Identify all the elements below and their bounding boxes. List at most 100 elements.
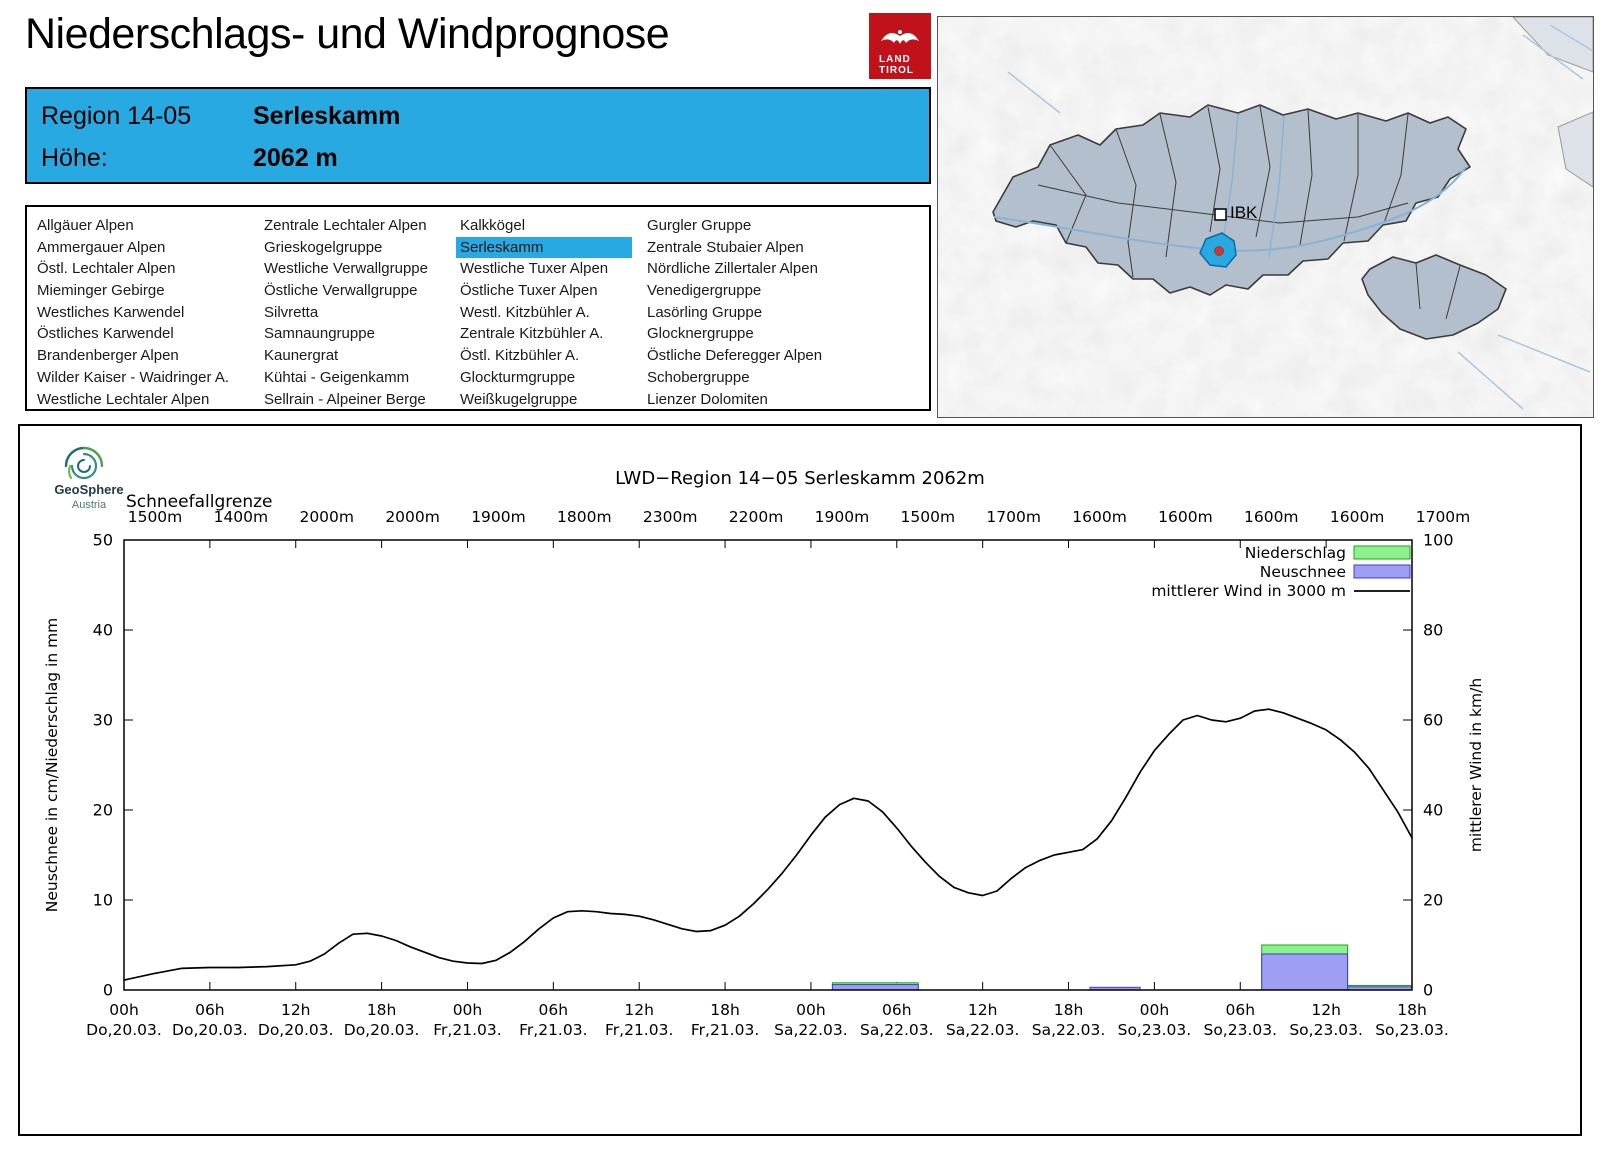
- x-tick-time: 00h: [453, 1001, 483, 1019]
- region-list-item[interactable]: Wilder Kaiser - Waidringer A.: [37, 368, 229, 386]
- y-tick-label-right: 0: [1423, 981, 1433, 1000]
- region-header-box: Region 14-05 Serleskamm Höhe: 2062 m: [25, 87, 931, 184]
- snow-bar: [1261, 953, 1349, 991]
- region-list-item[interactable]: Zentrale Lechtaler Alpen: [264, 217, 427, 234]
- snowline-label: Schneefallgrenze: [126, 492, 273, 512]
- region-list-item[interactable]: Weißkugelgruppe: [460, 390, 578, 408]
- region-list-item[interactable]: Allgäuer Alpen: [37, 217, 134, 234]
- district-borders: [1037, 105, 1461, 320]
- snowline-value: 2000m: [299, 508, 354, 526]
- region-list-column-3: Kalkkögel Serleskamm Westliche Tuxer Alpen…: [456, 215, 632, 410]
- snowline-value: 1400m: [214, 508, 269, 526]
- y-tick-label-right: 100: [1423, 531, 1454, 550]
- y-tick-label-left: 0: [103, 981, 113, 1000]
- logo-text-line2: TIROL: [879, 65, 914, 76]
- region-list-item[interactable]: Östl. Kitzbühler A.: [460, 347, 580, 365]
- x-tick-time: 06h: [882, 1001, 912, 1019]
- region-list-item[interactable]: Kalkkögel: [460, 217, 526, 234]
- region-list-item[interactable]: Lasörling Gruppe: [647, 303, 763, 321]
- x-tick-date: So,23.03.: [1375, 1021, 1449, 1039]
- x-tick-date: So,23.03.: [1118, 1021, 1192, 1039]
- x-tick-date: So,23.03.: [1289, 1021, 1363, 1039]
- x-tick-time: 06h: [195, 1001, 225, 1019]
- snowline-value: 1700m: [1416, 508, 1471, 526]
- region-list-item[interactable]: Lienzer Dolomiten: [647, 390, 768, 408]
- region-list-column-4: Gurgler Gruppe Zentrale Stubaier Alpen Nör…: [643, 215, 826, 410]
- x-tick-time: 18h: [1054, 1001, 1084, 1019]
- y-tick-label-right: 40: [1423, 801, 1443, 820]
- x-tick-date: Sa,22.03.: [774, 1021, 848, 1039]
- region-list-item[interactable]: Westliche Lechtaler Alpen: [37, 390, 210, 408]
- region-marker-dot: [1214, 246, 1224, 256]
- legend-swatch: [1353, 545, 1411, 560]
- region-list-item[interactable]: Kaunergrat: [264, 347, 339, 365]
- region-list-item[interactable]: Nördliche Zillertaler Alpen: [647, 260, 818, 278]
- snowline-value: 1700m: [986, 508, 1041, 526]
- eagle-icon: [881, 32, 919, 44]
- region-list-item[interactable]: Glockturmgruppe: [460, 368, 576, 386]
- tirol-overview-map: IBK: [937, 16, 1594, 418]
- region-list-item[interactable]: Östliche Verwallgruppe: [264, 282, 418, 300]
- altitude-value: 2062 m: [253, 143, 338, 172]
- region-list-item[interactable]: Schobergruppe: [647, 368, 750, 386]
- region-list-item[interactable]: Zentrale Stubaier Alpen: [647, 238, 804, 256]
- x-tick-time: 00h: [1140, 1001, 1170, 1019]
- snowline-value: 2300m: [643, 508, 698, 526]
- region-list-item[interactable]: Gurgler Gruppe: [647, 217, 752, 234]
- region-list-item[interactable]: Ammergauer Alpen: [37, 238, 166, 256]
- region-list-item[interactable]: Westliches Karwendel: [37, 303, 185, 321]
- region-list-item[interactable]: Östliche Tuxer Alpen: [460, 282, 598, 300]
- region-list-item[interactable]: Östl. Lechtaler Alpen: [37, 260, 176, 278]
- region-list-item[interactable]: Östliches Karwendel: [37, 325, 174, 343]
- x-tick-date: So,23.03.: [1203, 1021, 1277, 1039]
- region-list-item[interactable]: Östliche Deferegger Alpen: [647, 347, 823, 365]
- region-list-item[interactable]: Grieskogelgruppe: [264, 238, 383, 256]
- legend-label: Niederschlag: [1245, 544, 1346, 562]
- region-list-item[interactable]: Westliche Verwallgruppe: [264, 260, 428, 278]
- inn-river: [993, 113, 1467, 258]
- east-tirol-region[interactable]: [1361, 254, 1507, 340]
- y-tick-label-right: 20: [1423, 891, 1443, 910]
- region-list-item[interactable]: Glocknergruppe: [647, 325, 754, 343]
- y-tick-label-left: 10: [93, 891, 113, 910]
- region-list-item[interactable]: Westliche Tuxer Alpen: [460, 260, 609, 278]
- region-list-item[interactable]: Sellrain - Alpeiner Berge: [264, 390, 426, 408]
- logo-background: [869, 13, 931, 79]
- plot-border: [123, 539, 1413, 991]
- snowline-value: 1500m: [901, 508, 956, 526]
- x-tick-time: 00h: [109, 1001, 139, 1019]
- region-list-item[interactable]: Zentrale Kitzbühler A.: [460, 325, 604, 343]
- x-tick-date: Do,20.03.: [172, 1021, 248, 1039]
- region-list-column-2: Zentrale Lechtaler Alpen Grieskogelgruppe…: [260, 215, 432, 410]
- region-list-item[interactable]: Westl. Kitzbühler A.: [460, 303, 590, 321]
- region-list-item[interactable]: Brandenberger Alpen: [37, 347, 179, 365]
- snowline-value: 1600m: [1244, 508, 1299, 526]
- region-list-item[interactable]: Silvretta: [264, 303, 319, 321]
- legend-label: Neuschnee: [1260, 563, 1346, 581]
- geosphere-logo: GeoSphere Austria: [44, 440, 134, 521]
- ibk-label: IBK: [1230, 203, 1258, 222]
- north-tirol-region[interactable]: [992, 104, 1471, 296]
- snowline-value: 1800m: [557, 508, 612, 526]
- region-list-column-1: Allgäuer Alpen Ammergauer Alpen Östl. Lech…: [33, 215, 233, 410]
- y-tick-label-right: 60: [1423, 711, 1443, 730]
- region-label: Region 14-05: [41, 101, 192, 130]
- region-list-item[interactable]: Venedigergruppe: [647, 282, 762, 300]
- wind-line: [123, 708, 1413, 981]
- altitude-label: Höhe:: [41, 143, 108, 172]
- region-list-item-selected[interactable]: Serleskamm: [456, 236, 632, 259]
- x-tick-date: Do,20.03.: [86, 1021, 162, 1039]
- region-name: Serleskamm: [253, 101, 401, 130]
- region-list-item[interactable]: Samnaungruppe: [264, 325, 375, 343]
- forecast-chart: 1500m 1400m 2000m 2000m 1900m 1800m 2300m 2200m…: [86, 508, 1471, 1039]
- chart-title: LWD−Region 14−05 Serleskamm 2062m: [615, 468, 985, 489]
- x-tick-date: Sa,22.03.: [1032, 1021, 1106, 1039]
- snowline-value: 1900m: [471, 508, 526, 526]
- legend-label: mittlerer Wind in 3000 m: [1151, 582, 1346, 600]
- snow-bar: [831, 984, 919, 991]
- region-list-item[interactable]: Mieminger Gebirge: [37, 282, 165, 300]
- geosphere-swirl-icon: [64, 446, 104, 480]
- region-list-item[interactable]: Kühtai - Geigenkamm: [264, 368, 410, 386]
- land-tirol-logo: LAND TIROL: [869, 13, 931, 84]
- x-tick-time: 00h: [796, 1001, 826, 1019]
